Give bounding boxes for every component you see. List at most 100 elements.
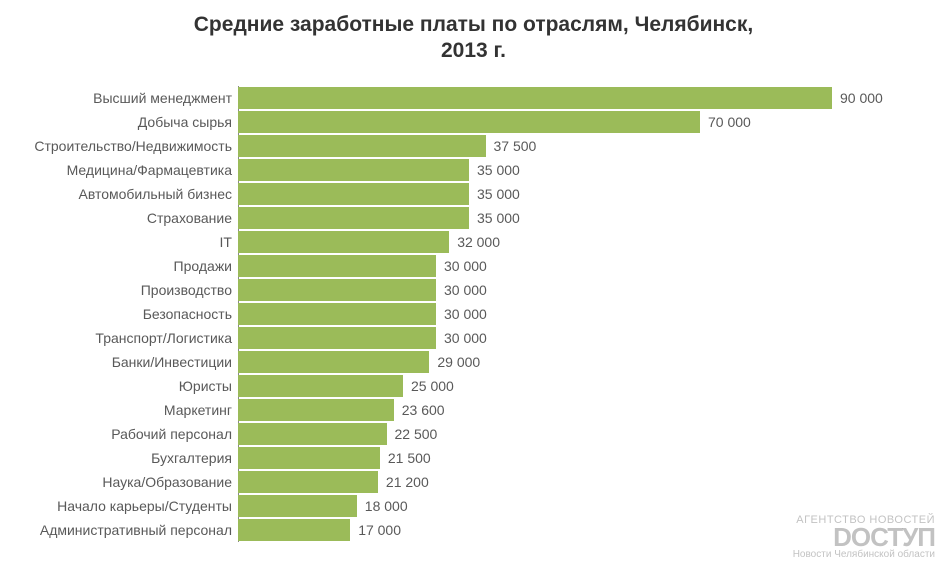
chart-row: Транспорт/Логистика 30 000 xyxy=(0,326,947,350)
value-label: 17 000 xyxy=(358,522,401,538)
bar-track: 22 500 xyxy=(238,422,898,446)
bar-track: 35 000 xyxy=(238,158,898,182)
chart-title: Средние заработные платы по отраслям, Че… xyxy=(0,0,947,65)
bar xyxy=(238,447,380,469)
bar-track: 30 000 xyxy=(238,254,898,278)
bar xyxy=(238,111,700,133)
value-label: 30 000 xyxy=(444,330,487,346)
value-label: 90 000 xyxy=(840,90,883,106)
value-label: 25 000 xyxy=(411,378,454,394)
category-label: Транспорт/Логистика xyxy=(0,330,238,346)
chart-row: Начало карьеры/Студенты 18 000 xyxy=(0,494,947,518)
bar-track: 35 000 xyxy=(238,182,898,206)
bar-track: 21 200 xyxy=(238,470,898,494)
chart-row: Бухгалтерия 21 500 xyxy=(0,446,947,470)
category-label: Продажи xyxy=(0,258,238,274)
bar xyxy=(238,231,449,253)
bar-track: 17 000 xyxy=(238,518,898,542)
value-label: 21 500 xyxy=(388,450,431,466)
category-label: Высший менеджмент xyxy=(0,90,238,106)
category-label: Наука/Образование xyxy=(0,474,238,490)
chart-row: Маркетинг 23 600 xyxy=(0,398,947,422)
category-label: Автомобильный бизнес xyxy=(0,186,238,202)
bar-track: 32 000 xyxy=(238,230,898,254)
category-label: Безопасность xyxy=(0,306,238,322)
bar xyxy=(238,303,436,325)
category-label: Бухгалтерия xyxy=(0,450,238,466)
chart-row: Безопасность 30 000 xyxy=(0,302,947,326)
chart-plot-area: Высший менеджмент 90 000 Добыча сырья 70 00… xyxy=(0,86,947,546)
chart-row: Производство 30 000 xyxy=(0,278,947,302)
chart-row: Добыча сырья 70 000 xyxy=(0,110,947,134)
bar-track: 37 500 xyxy=(238,134,898,158)
chart-row: Медицина/Фармацевтика 35 000 xyxy=(0,158,947,182)
chart-row: Наука/Образование 21 200 xyxy=(0,470,947,494)
chart-row: Продажи 30 000 xyxy=(0,254,947,278)
chart-row: Рабочий персонал 22 500 xyxy=(0,422,947,446)
bar xyxy=(238,399,394,421)
value-label: 32 000 xyxy=(457,234,500,250)
category-label: Банки/Инвестиции xyxy=(0,354,238,370)
value-label: 21 200 xyxy=(386,474,429,490)
category-label: IT xyxy=(0,234,238,250)
bar xyxy=(238,183,469,205)
category-label: Административный персонал xyxy=(0,522,238,538)
category-label: Начало карьеры/Студенты xyxy=(0,498,238,514)
bar-track: 23 600 xyxy=(238,398,898,422)
bar-track: 35 000 xyxy=(238,206,898,230)
bar xyxy=(238,207,469,229)
value-label: 30 000 xyxy=(444,306,487,322)
bar xyxy=(238,495,357,517)
category-label: Добыча сырья xyxy=(0,114,238,130)
value-label: 35 000 xyxy=(477,162,520,178)
chart-row: Высший менеджмент 90 000 xyxy=(0,86,947,110)
chart-row: Строительство/Недвижимость 37 500 xyxy=(0,134,947,158)
chart-title-line2: 2013 г. xyxy=(40,38,907,64)
chart-row: IT 32 000 xyxy=(0,230,947,254)
chart-row: Страхование 35 000 xyxy=(0,206,947,230)
category-label: Производство xyxy=(0,282,238,298)
bar xyxy=(238,87,832,109)
chart-row: Юристы 25 000 xyxy=(0,374,947,398)
bar xyxy=(238,519,350,541)
category-label: Строительство/Недвижимость xyxy=(0,138,238,154)
bar-track: 30 000 xyxy=(238,278,898,302)
bar-track: 25 000 xyxy=(238,374,898,398)
value-label: 29 000 xyxy=(437,354,480,370)
bar-track: 30 000 xyxy=(238,326,898,350)
bar xyxy=(238,327,436,349)
bar xyxy=(238,471,378,493)
bar xyxy=(238,135,486,157)
chart-row: Административный персонал 17 000 xyxy=(0,518,947,542)
bar-track: 30 000 xyxy=(238,302,898,326)
category-label: Рабочий персонал xyxy=(0,426,238,442)
value-label: 37 500 xyxy=(494,138,537,154)
bar-track: 21 500 xyxy=(238,446,898,470)
bar-track: 90 000 xyxy=(238,86,898,110)
value-label: 35 000 xyxy=(477,210,520,226)
bar-track: 18 000 xyxy=(238,494,898,518)
category-label: Юристы xyxy=(0,378,238,394)
value-label: 18 000 xyxy=(365,498,408,514)
bar xyxy=(238,423,387,445)
category-label: Маркетинг xyxy=(0,402,238,418)
chart-row: Банки/Инвестиции 29 000 xyxy=(0,350,947,374)
chart-title-line1: Средние заработные платы по отраслям, Че… xyxy=(40,12,907,38)
chart-row: Автомобильный бизнес 35 000 xyxy=(0,182,947,206)
value-label: 70 000 xyxy=(708,114,751,130)
bar xyxy=(238,255,436,277)
bar-track: 70 000 xyxy=(238,110,898,134)
watermark-sub: Новости Челябинской области xyxy=(793,549,935,560)
bar xyxy=(238,351,429,373)
value-label: 30 000 xyxy=(444,258,487,274)
bar xyxy=(238,375,403,397)
value-label: 35 000 xyxy=(477,186,520,202)
category-label: Страхование xyxy=(0,210,238,226)
category-label: Медицина/Фармацевтика xyxy=(0,162,238,178)
value-label: 30 000 xyxy=(444,282,487,298)
bar-track: 29 000 xyxy=(238,350,898,374)
bar xyxy=(238,279,436,301)
value-label: 22 500 xyxy=(395,426,438,442)
value-label: 23 600 xyxy=(402,402,445,418)
bar xyxy=(238,159,469,181)
